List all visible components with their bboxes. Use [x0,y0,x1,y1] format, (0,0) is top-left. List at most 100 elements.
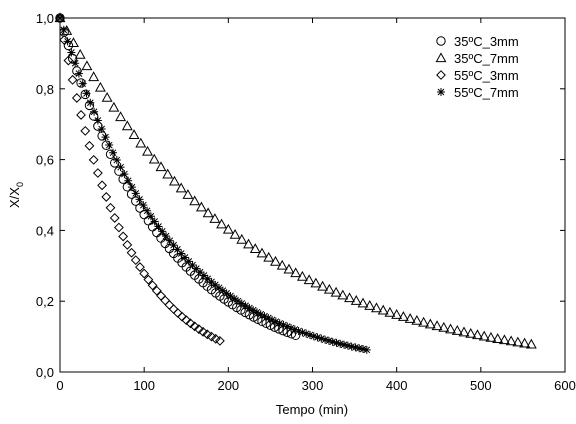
data-point [226,292,235,301]
data-point [257,316,267,327]
data-point [310,277,322,288]
legend: 35ºC_3mm 35ºC_7mm 55ºC_3mm 55ºC_7mm [435,34,519,100]
data-point [287,324,296,333]
data-point [498,334,510,345]
legend-marker [437,88,445,96]
data-point [230,294,239,303]
data-point [76,110,86,120]
data-point [115,111,127,122]
legend-label: 55ºC_7mm [454,85,519,100]
data-point [135,195,144,204]
data-point [340,340,349,349]
data-point [74,48,86,59]
data-point [168,304,179,315]
data-point [108,101,120,112]
data-point [411,314,423,325]
data-point [283,322,292,331]
series-3 [56,14,371,354]
data-point [210,333,221,344]
data-point [74,69,83,78]
data-point [139,268,150,279]
data-point [344,292,355,303]
data-point [59,25,68,34]
y-tick-label: 0,8 [36,82,54,97]
data-point [127,183,136,192]
data-point [397,311,409,321]
data-point [202,329,213,340]
data-point [143,274,154,285]
data-point [347,342,356,351]
data-point [142,145,153,156]
data-point [249,243,261,253]
data-point [294,326,303,335]
data-point [88,154,99,165]
data-point [101,192,112,202]
data-point [130,255,141,266]
data-point [377,304,389,315]
data-point [105,202,116,213]
legend-label: 55ºC_3mm [454,68,519,83]
data-point [271,317,280,326]
data-point [63,55,74,66]
data-point [172,308,183,318]
data-point [78,79,87,88]
data-point [236,233,248,244]
data-point [218,286,227,295]
data-point [355,344,364,353]
data-point [154,222,163,231]
data-point [112,156,121,165]
data-point [313,333,322,342]
data-point [302,329,311,338]
data-point [243,238,254,249]
data-point [185,318,196,329]
data-point [270,255,281,266]
data-point [424,318,436,329]
data-point [94,81,106,92]
data-point [290,267,302,278]
data-point [485,331,497,342]
y-tick-label: 0,4 [36,223,54,238]
data-point [88,71,100,82]
data-point [351,343,360,352]
data-point [173,245,182,254]
data-point [143,206,152,215]
data-point [97,124,106,133]
x-tick-label: 600 [554,378,576,393]
data-point [86,98,95,107]
data-point [184,257,193,266]
x-tick-label: 200 [217,378,239,393]
data-point [92,168,103,178]
data-point [169,175,180,186]
data-point [298,328,307,337]
data-point [182,189,194,199]
data-point [124,176,133,185]
data-point [162,232,171,241]
data-point [165,236,174,245]
data-point [59,35,70,45]
data-point [283,263,295,274]
data-point [189,321,200,332]
y-axis-label: X/X0 [7,182,25,208]
data-point [67,74,78,85]
data-point [364,300,376,310]
data-point [357,297,369,308]
data-point [56,14,64,22]
data-point [323,283,335,294]
data-point [245,303,254,312]
data-point [264,314,273,323]
data-point [317,280,329,291]
data-point [215,283,224,292]
x-tick-label: 300 [302,378,324,393]
data-point [148,153,160,164]
series-1 [54,12,537,349]
data-point [465,327,477,338]
data-point [303,274,315,285]
data-point [249,306,258,315]
data-point [256,310,265,319]
data-point [156,290,166,301]
data-point [215,335,225,346]
axis-ticks: 0 100 200 300 400 500 600 0,0 0,2 0,4 0,6 0,8 1,0 [36,11,576,393]
data-point [128,129,140,139]
y-tick-label: 0,0 [36,365,54,380]
data-point [146,212,155,221]
